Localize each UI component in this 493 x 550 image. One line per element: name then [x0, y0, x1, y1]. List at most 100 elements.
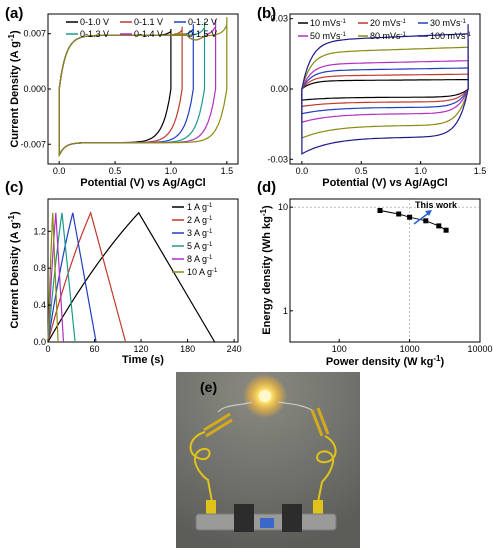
legend-label-b-2: 20 mVs-1	[370, 18, 407, 28]
panel-d-ytick-label: 1	[283, 306, 288, 316]
panel-b-xtick-label: 1.5	[474, 166, 487, 176]
legend-label-a-4: 0-1.3 V	[80, 29, 109, 39]
wire-left	[189, 431, 213, 503]
panel-c-legend: 1 A g-12 A g-13 A g-15 A g-18 A g-110 A …	[172, 202, 218, 277]
scan-curve-6	[301, 24, 469, 155]
panel-d-points	[377, 208, 449, 233]
panel-a-xtick-label: 1.0	[165, 166, 178, 176]
panel-c-xtick-label: 240	[227, 344, 242, 354]
cv-curve-3	[58, 24, 194, 156]
legend-label-c-1-sup: -1	[207, 203, 213, 209]
cv-curve-6	[58, 17, 228, 158]
gcd-curve-4	[47, 212, 76, 343]
cv-curve-5	[58, 19, 217, 156]
legend-label-b-2-sup: -1	[401, 19, 407, 25]
panel-c-ytick-label: 1.2	[33, 226, 46, 236]
scan-curve-4	[301, 55, 469, 123]
panel-c-xlabel: Time (s)	[122, 354, 164, 366]
legend-label-b-4-main: 50 mVs	[310, 31, 341, 41]
panel-e-label: (e)	[200, 379, 217, 395]
panel-d-ylabel-end: )	[261, 205, 273, 209]
panel-b-label: (b)	[257, 5, 276, 22]
panel-c-frame	[47, 198, 239, 343]
ragone-line	[379, 210, 447, 231]
legend-label-b-4: 50 mVs-1	[310, 31, 347, 41]
legend-label-a-3: 0-1.2 V	[188, 17, 217, 27]
legend-label-a-6: 0-1.5 V	[188, 29, 217, 39]
panel-c-xtick-label: 0	[45, 344, 50, 354]
led-leads	[217, 401, 313, 413]
annotation-arrow	[413, 211, 431, 225]
legend-label-c-2-sup: -1	[207, 216, 213, 222]
panel-d-ylabel: Energy density (Wh kg-1)	[259, 205, 274, 335]
panel-d-xlabel-end: )	[441, 356, 445, 368]
panel-a-xtick-label: 0.0	[53, 166, 66, 176]
panel-d-annotation: This work	[413, 200, 458, 225]
panel-d-xticks: 100 1000 10000	[332, 339, 493, 354]
panel-c-yticks: 0.0 0.4 0.8 1.2	[33, 226, 51, 347]
panel-b-xtick-label: 0.0	[296, 166, 309, 176]
panel-d-xtick-label: 100	[332, 344, 347, 354]
legend-label-c-6-main: 10 A g	[187, 267, 212, 277]
panel-c-ytick-label: 0.4	[33, 300, 46, 310]
gcd-curve-1	[47, 211, 216, 343]
panel-d-xtick-label: 1000	[400, 344, 420, 354]
separator-blue	[260, 518, 274, 528]
panel-c-ytick-label: 0.0	[33, 337, 46, 347]
legend-label-a-1: 0-1.0 V	[80, 17, 109, 27]
panel-d-yticks: 10 1	[278, 202, 293, 316]
scan-curve-3	[301, 64, 469, 115]
panel-a-ytick-label: 0.000	[23, 84, 46, 94]
legend-label-c-3-main: 3 A g	[187, 228, 207, 238]
panel-a-ylabel-end: )	[9, 30, 21, 34]
panel-c-ylabel-main: Current Density (A g	[9, 222, 21, 329]
panel-e-photo: (e)	[176, 372, 360, 548]
panel-b: (b) 0.0 0.5 1.0 1.5 0.030.00-0.03 10 mVs-1 2…	[257, 5, 486, 189]
legend-label-b-6-main: 100 mVs	[430, 31, 466, 41]
panel-a-ytick-label: -0.007	[20, 139, 46, 149]
panel-a-ylabel: Current Density (A g-1)	[7, 30, 22, 148]
legend-label-c-5-sup: -1	[207, 255, 213, 261]
led-bulb	[259, 390, 271, 402]
panel-a-ylabel-main: Current Density (A g	[9, 41, 21, 148]
legend-label-c-4: 5 A g-1	[187, 241, 213, 251]
legend-label-b-5-sup: -1	[401, 32, 407, 38]
panel-b-curves	[301, 24, 469, 155]
alligator-clip-right	[310, 407, 330, 437]
panel-d-grid	[290, 199, 480, 342]
legend-label-c-6-sup: -1	[212, 268, 218, 274]
panel-b-xtick-label: 0.5	[355, 166, 368, 176]
legend-label-b-1-sup: -1	[341, 19, 347, 25]
legend-label-c-4-sup: -1	[207, 242, 213, 248]
panel-c-xtick-label: 180	[180, 344, 195, 354]
legend-label-b-3-sup: -1	[461, 19, 467, 25]
legend-label-a-2: 0-1.1 V	[134, 17, 163, 27]
panel-b-xticks: 0.0 0.5 1.0 1.5	[296, 161, 487, 176]
binder-clip-2	[282, 504, 302, 532]
legend-label-a-5: 0-1.4 V	[134, 29, 163, 39]
panel-a-label: (a)	[5, 5, 23, 22]
panel-b-xlabel: Potential (V) vs Ag/AgCl	[322, 177, 448, 189]
legend-label-c-2-main: 2 A g	[187, 215, 207, 225]
panel-d-ylabel-main: Energy density (Wh kg	[261, 216, 273, 335]
panel-c-label: (c)	[5, 179, 23, 196]
panel-c-ylabel-end: )	[9, 211, 21, 215]
panel-c-xtick-label: 120	[134, 344, 149, 354]
cv-curve-1	[58, 29, 172, 156]
panel-c-ytick-label: 0.8	[33, 263, 46, 273]
panel-a-xticks: 0.0 0.5 1.0 1.5	[53, 161, 233, 176]
panel-a-ylabel-sup: -1	[7, 33, 16, 41]
ragone-point	[436, 223, 442, 229]
legend-label-b-2-main: 20 mVs	[370, 18, 401, 28]
legend-label-b-5-main: 80 mVs	[370, 31, 401, 41]
panel-d-frame	[289, 198, 481, 343]
panel-a-yticks: 0.007 0.000 -0.007	[20, 29, 51, 149]
panel-d-xlabel-sup: -1	[433, 354, 441, 363]
panel-a-xtick-label: 0.5	[109, 166, 122, 176]
binder-clip-1	[234, 504, 254, 532]
panel-a-xtick-label: 1.5	[221, 166, 234, 176]
annotation-this-work: This work	[415, 200, 458, 210]
alligator-clip-left	[203, 412, 233, 438]
ragone-point	[443, 227, 449, 233]
